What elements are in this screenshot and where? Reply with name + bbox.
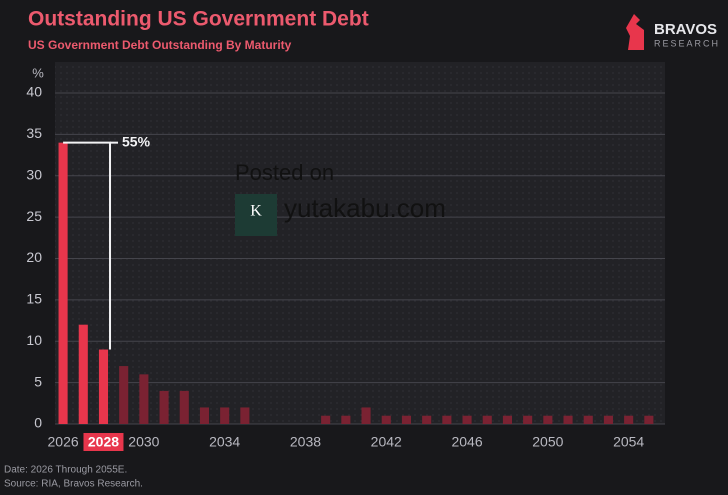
chart-subtitle: US Government Debt Outstanding By Maturi…: [28, 38, 292, 52]
y-tick-label: 20: [26, 249, 42, 265]
footer-note: Date: 2026 Through 2055E.: [4, 465, 127, 476]
footer-note: Source: RIA, Bravos Research.: [4, 479, 143, 490]
bar: [482, 415, 492, 424]
watermark-logo: [235, 194, 277, 236]
bar: [603, 415, 613, 424]
bar: [58, 142, 68, 424]
y-tick-label: 30: [26, 166, 42, 182]
y-tick-label: 35: [26, 125, 42, 141]
brand-name: BRAVOS: [654, 21, 717, 38]
bar: [361, 407, 371, 424]
bar: [341, 415, 351, 424]
y-tick-label: 15: [26, 291, 42, 307]
bar: [644, 415, 654, 424]
bar: [240, 407, 250, 424]
bar: [139, 374, 149, 424]
bar: [78, 324, 88, 424]
bar: [119, 366, 129, 424]
watermark-logo-mark: K: [250, 203, 262, 220]
bar: [583, 415, 593, 424]
y-tick-label: 25: [26, 208, 42, 224]
watermark-text: Posted on: [235, 160, 334, 185]
watermark-text: yutakabu.com: [284, 193, 446, 223]
bar: [422, 415, 432, 424]
marks: 0 5 10 15 20 25 30 35 40 2026 2028 2030 2034 2038 2042…: [26, 84, 665, 451]
bar: [502, 415, 512, 424]
y-tick-label: 5: [34, 373, 42, 389]
x-tick-highlight: [83, 433, 124, 451]
brand-logo: [626, 14, 644, 50]
bar: [442, 415, 452, 424]
bar: [543, 415, 553, 424]
y-tick-label: 40: [26, 84, 42, 100]
y-tick-label: 0: [34, 415, 42, 431]
bar: [321, 415, 331, 424]
x-tick-label: 2038: [290, 434, 321, 450]
x-tick-label: 2042: [371, 434, 402, 450]
chart-title: Outstanding US Government Debt: [28, 8, 369, 31]
bar: [624, 415, 634, 424]
bar: [462, 415, 472, 424]
plot-pattern: [55, 62, 665, 424]
bar: [220, 407, 230, 424]
x-tick-label: 2046: [451, 434, 482, 450]
bar: [179, 390, 189, 424]
x-tick-label: 2034: [209, 434, 240, 450]
bar: [401, 415, 412, 424]
y-axis-label: %: [32, 65, 44, 80]
x-tick-label: 2030: [128, 434, 159, 450]
bar: [98, 349, 109, 424]
x-tick-label: 2028: [88, 434, 119, 450]
bar: [563, 415, 573, 424]
bar: [523, 415, 533, 424]
brand-subtitle: RESEARCH: [654, 38, 720, 48]
x-tick-label: 2026: [48, 434, 79, 450]
annotation-label: 55%: [122, 133, 151, 149]
bar: [199, 407, 210, 424]
y-tick-label: 10: [26, 332, 42, 348]
bar: [381, 415, 391, 424]
x-tick-label: 2050: [532, 434, 563, 450]
x-tick-label: 2054: [613, 434, 644, 450]
bar: [159, 390, 169, 424]
